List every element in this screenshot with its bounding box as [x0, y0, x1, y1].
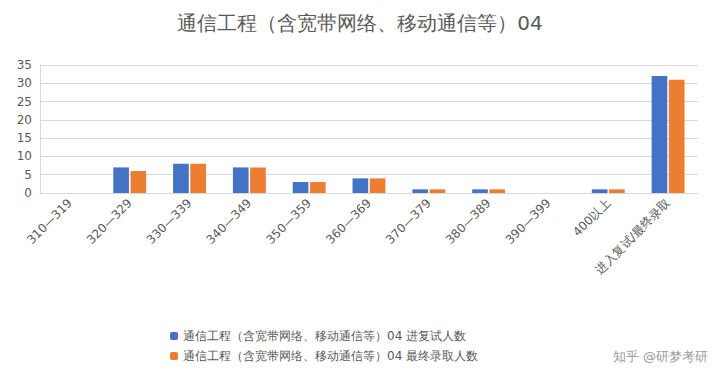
svg-text:370—379: 370—379 [383, 196, 434, 247]
svg-text:380—389: 380—389 [443, 196, 494, 247]
svg-text:25: 25 [17, 95, 32, 109]
svg-text:通信工程（含宽带网络、移动通信等）04 最终录取人数: 通信工程（含宽带网络、移动通信等）04 最终录取人数 [183, 349, 478, 363]
svg-text:320—329: 320—329 [84, 196, 135, 247]
svg-text:390—399: 390—399 [503, 196, 554, 247]
svg-text:知乎 @研梦考研: 知乎 @研梦考研 [613, 349, 708, 364]
svg-text:340—349: 340—349 [204, 196, 255, 247]
svg-text:400以上: 400以上 [570, 196, 613, 239]
svg-text:330—339: 330—339 [144, 196, 195, 247]
svg-text:310—319: 310—319 [24, 196, 75, 247]
svg-text:进入复试/最终录取: 进入复试/最终录取 [592, 196, 673, 277]
svg-text:30: 30 [17, 76, 32, 90]
svg-text:35: 35 [17, 58, 32, 72]
svg-text:10: 10 [17, 149, 32, 163]
svg-text:通信工程（含宽带网络、移动通信等）04 进复试人数: 通信工程（含宽带网络、移动通信等）04 进复试人数 [183, 329, 466, 343]
svg-text:360—369: 360—369 [323, 196, 374, 247]
svg-text:15: 15 [17, 131, 32, 145]
svg-text:350—359: 350—359 [263, 196, 314, 247]
svg-text:0: 0 [24, 186, 32, 200]
svg-text:20: 20 [17, 113, 32, 127]
svg-text:5: 5 [24, 168, 32, 182]
svg-text:通信工程（含宽带网络、移动通信等）04: 通信工程（含宽带网络、移动通信等）04 [177, 11, 542, 35]
